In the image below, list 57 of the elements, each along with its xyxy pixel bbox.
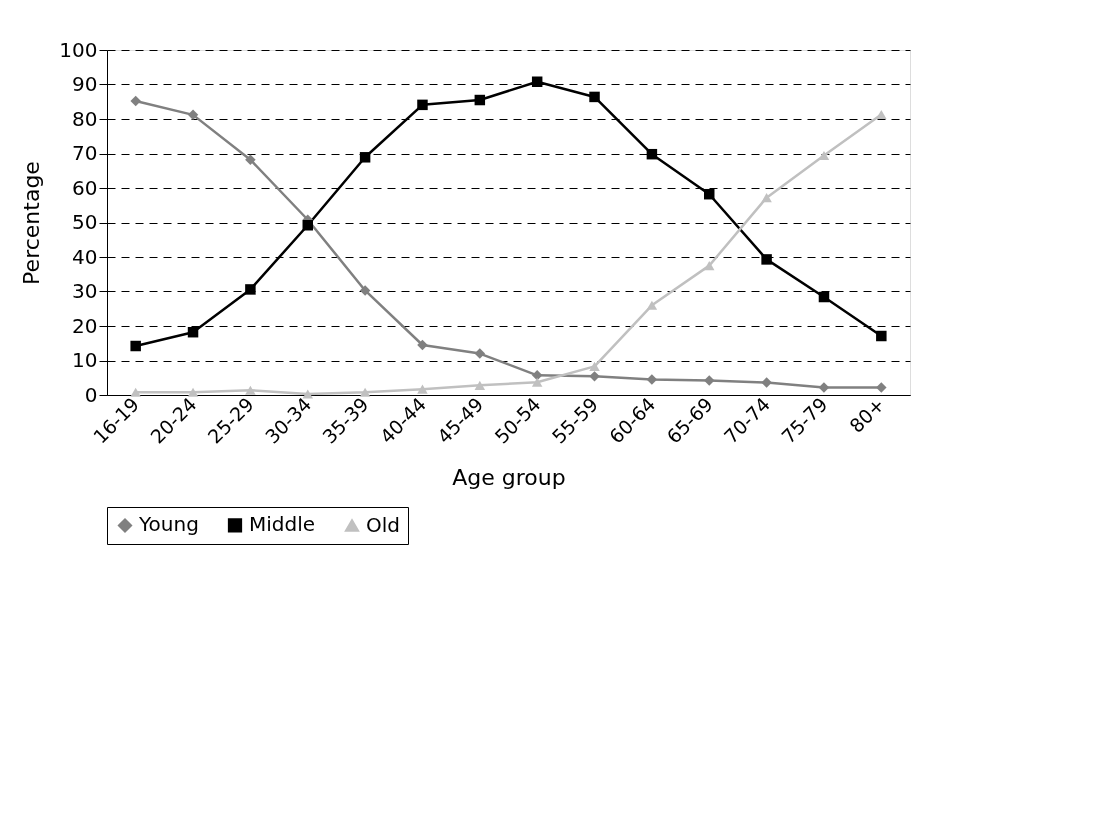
point: [187, 109, 199, 121]
y-tick-label: 80: [72, 106, 98, 131]
point: [187, 387, 199, 397]
legend-label: Young: [138, 512, 199, 537]
y-axis-title: Percentage: [19, 161, 45, 285]
y-tick-label: 50: [72, 210, 98, 234]
point: [531, 370, 543, 381]
y-tick-label: 10: [72, 348, 98, 372]
point: [876, 382, 887, 393]
point: [474, 380, 486, 390]
y-tick-label: 100: [59, 37, 98, 62]
point: [704, 261, 715, 271]
y-tick-label: 70: [72, 141, 98, 165]
point: [761, 254, 772, 265]
point: [245, 154, 256, 165]
x-tick-label: 80+: [844, 393, 889, 437]
point: [130, 95, 141, 107]
point: [417, 384, 428, 394]
point: [359, 152, 371, 163]
point: [417, 99, 428, 111]
point: [474, 348, 486, 359]
point: [245, 284, 256, 295]
point: [761, 377, 772, 388]
legend-label: Old: [366, 512, 400, 537]
point: [359, 285, 371, 296]
point: [818, 291, 830, 303]
point: [531, 377, 543, 387]
point: [474, 94, 486, 106]
point: [130, 340, 141, 352]
point: [589, 91, 600, 103]
point: [187, 326, 199, 338]
legend-label: Middle: [249, 512, 316, 537]
point: [589, 361, 600, 371]
point: [876, 330, 887, 342]
point: [245, 385, 256, 395]
y-tick-label: 60: [72, 175, 98, 200]
y-tick-label: 20: [72, 313, 98, 338]
point: [876, 109, 887, 120]
point: [130, 387, 141, 397]
point: [589, 371, 600, 382]
y-tick-label: 0: [84, 382, 98, 407]
point: [359, 387, 371, 397]
point: [646, 300, 658, 310]
y-tick-label: 90: [72, 72, 98, 96]
x-axis-title: Age group: [452, 464, 566, 490]
point: [704, 375, 715, 386]
point: [646, 374, 658, 385]
y-tick-label: 30: [72, 279, 98, 303]
point: [646, 148, 658, 160]
point: [531, 76, 543, 87]
point: [417, 339, 428, 351]
point: [302, 220, 313, 231]
point: [302, 389, 313, 399]
point: [818, 382, 830, 393]
y-tick-label: 40: [72, 244, 98, 269]
point: [704, 188, 715, 200]
point: [761, 193, 772, 203]
